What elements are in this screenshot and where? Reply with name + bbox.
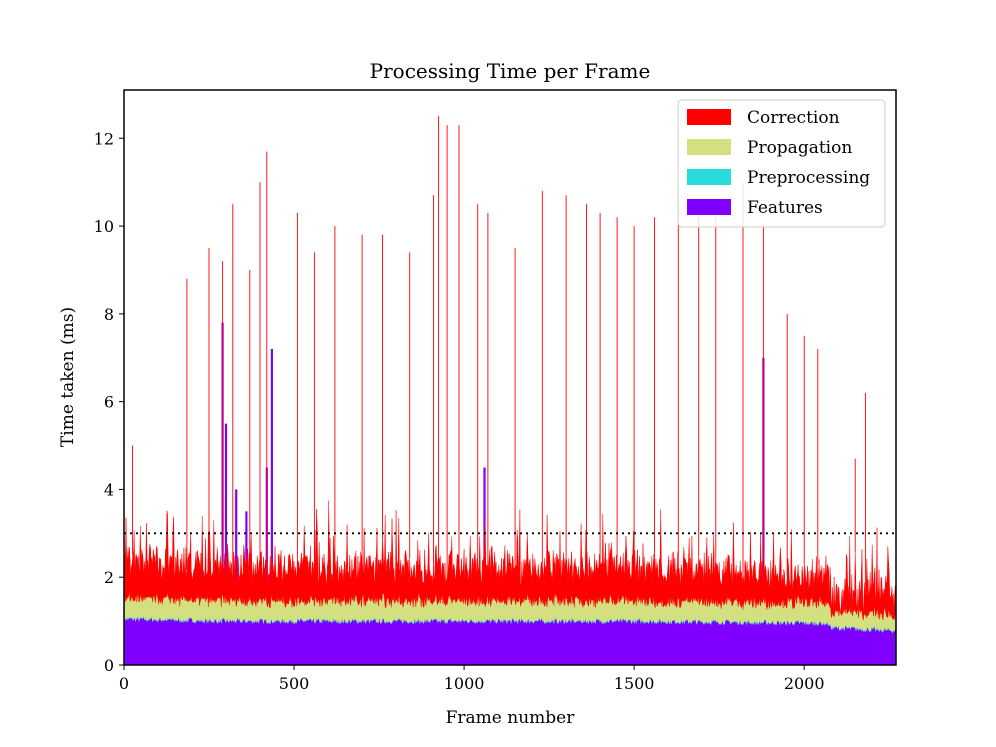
y-tick-label: 0 <box>104 656 114 675</box>
legend-entry-propagation: Propagation <box>687 138 852 158</box>
legend-swatch-preprocessing <box>687 169 731 185</box>
legend-label-correction: Correction <box>747 108 840 128</box>
legend-label-propagation: Propagation <box>747 138 852 158</box>
y-tick-label: 10 <box>94 217 114 236</box>
legend-swatch-propagation <box>687 139 731 155</box>
legend-label-features: Features <box>747 198 823 218</box>
y-tick-label: 8 <box>104 305 114 324</box>
plot-frame <box>123 89 897 666</box>
x-tick-label: 1500 <box>614 674 655 693</box>
legend-entry-preprocessing: Preprocessing <box>687 168 870 188</box>
legend: Correction Propagation Preprocessing Fea… <box>677 99 886 228</box>
y-tick-label: 2 <box>104 568 114 587</box>
y-tick-label: 6 <box>104 393 114 412</box>
x-axis-label: Frame number <box>446 708 576 728</box>
legend-swatch-features <box>687 199 731 215</box>
legend-label-preprocessing: Preprocessing <box>747 168 870 188</box>
plot-area <box>124 116 896 665</box>
legend-entry-correction: Correction <box>687 108 840 128</box>
x-tick-label: 500 <box>279 674 310 693</box>
chart-title: Processing Time per Frame <box>370 59 651 83</box>
legend-swatch-correction <box>687 109 731 125</box>
x-tick-label: 1000 <box>444 674 485 693</box>
legend-entry-features: Features <box>687 198 823 218</box>
y-axis-ticks: 0 2 4 6 8 10 12 <box>94 129 124 675</box>
x-tick-label: 0 <box>119 674 129 693</box>
x-axis-ticks: 0 500 1000 1500 2000 <box>119 665 825 693</box>
x-tick-label: 2000 <box>784 674 825 693</box>
y-tick-label: 12 <box>94 129 114 148</box>
legend-frame <box>677 99 886 228</box>
series-area-correction <box>124 500 896 621</box>
y-tick-label: 4 <box>104 480 114 499</box>
y-axis-label: Time taken (ms) <box>58 307 78 447</box>
